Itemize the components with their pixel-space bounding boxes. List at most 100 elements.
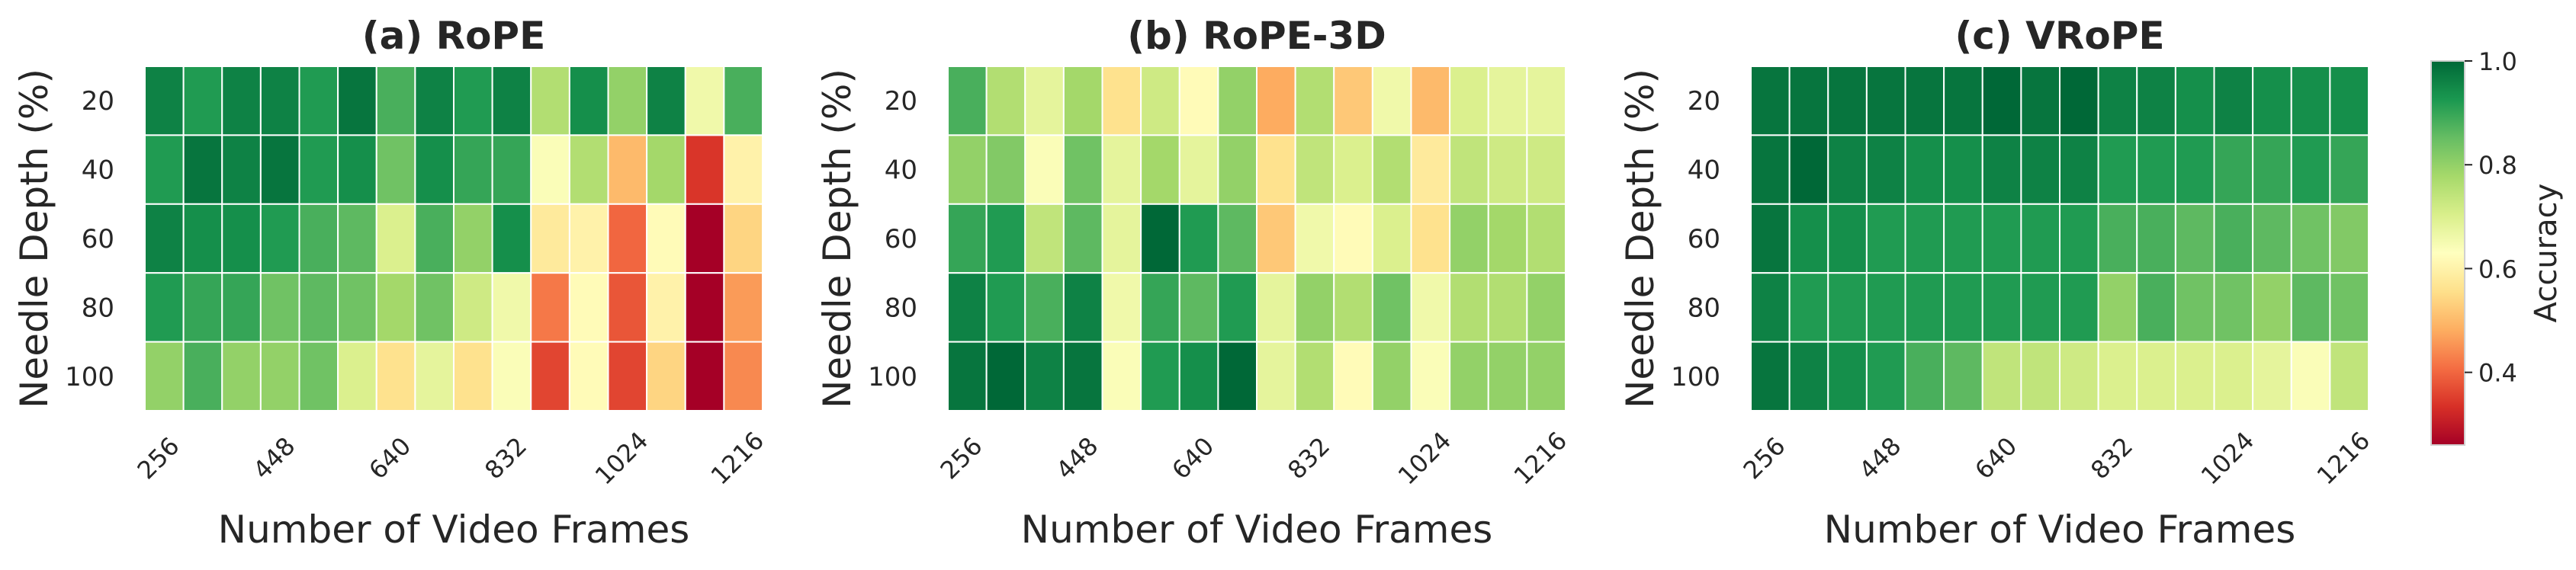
heatmap-cell xyxy=(221,341,262,412)
heatmap-panel-1: (a) RoPE 20 40 60 80 100 256 448 640 832 1024 1216 N… xyxy=(12,14,769,552)
heatmap-cell xyxy=(259,66,300,136)
heatmap-cell xyxy=(1827,272,1868,343)
heatmap-panel-2: (b) RoPE-3D 20 40 60 80 100 256 448 640 832 1024 12… xyxy=(815,14,1572,552)
heatmap-cell xyxy=(1487,203,1528,274)
heatmap-cell xyxy=(2059,66,2099,136)
heatmap-cell xyxy=(530,272,570,343)
heatmap-cell xyxy=(2174,341,2215,412)
y-tick-label: 80 xyxy=(885,293,917,323)
x-tick-label: 640 xyxy=(363,431,416,485)
heatmap-cell xyxy=(2329,203,2370,274)
heatmap-cell xyxy=(1294,66,1335,136)
heatmap-cell xyxy=(2290,66,2331,136)
heatmap-cell xyxy=(1827,134,1868,205)
heatmap-cell xyxy=(607,272,648,343)
heatmap-cell xyxy=(1062,341,1103,412)
heatmap-cell xyxy=(1904,203,1945,274)
heatmap-cell xyxy=(2174,272,2215,343)
heatmap-cell xyxy=(1217,341,1258,412)
heatmap-cell xyxy=(1449,134,1489,205)
heatmap-cell xyxy=(1904,134,1945,205)
y-axis-label: Needle Depth (%) xyxy=(815,69,859,408)
heatmap-cell xyxy=(1294,341,1335,412)
heatmap-cell xyxy=(2020,134,2061,205)
heatmap-cell xyxy=(947,272,988,343)
heatmap-cell xyxy=(1333,341,1373,412)
heatmap-cell xyxy=(1750,66,1791,136)
heatmap-cell xyxy=(491,66,532,136)
heatmap-cell xyxy=(1101,341,1142,412)
heatmap-cell xyxy=(1101,134,1142,205)
heatmap-cell xyxy=(453,203,493,274)
heatmap-cell xyxy=(1449,272,1489,343)
heatmap-cell xyxy=(1410,203,1451,274)
heatmap-cell xyxy=(1827,66,1868,136)
heatmap-cell xyxy=(1178,272,1219,343)
heatmap-cell xyxy=(1904,272,1945,343)
y-tick-label: 60 xyxy=(1688,224,1720,255)
colorbar-tick-label: 0.6 xyxy=(2478,255,2517,283)
heatmap-cell xyxy=(1827,341,1868,412)
heatmap-cell xyxy=(1101,272,1142,343)
heatmap-cell xyxy=(337,341,377,412)
colorbar-tick-label: 1.0 xyxy=(2478,47,2517,76)
heatmap-cell xyxy=(723,341,764,412)
heatmap-cell xyxy=(1024,203,1065,274)
heatmap-cell xyxy=(1788,66,1829,136)
heatmap-cell xyxy=(1865,341,1906,412)
x-axis-label: Number of Video Frames xyxy=(1824,508,2296,552)
heatmap-cell xyxy=(607,66,648,136)
heatmap-cell xyxy=(2252,66,2292,136)
y-tick-label: 80 xyxy=(1688,293,1720,323)
heatmap-cell xyxy=(723,203,764,274)
heatmap-cell xyxy=(1526,66,1567,136)
heatmap-cell xyxy=(646,203,686,274)
x-tick-label: 1216 xyxy=(705,426,769,490)
x-tick-label: 256 xyxy=(132,431,185,485)
heatmap-cell xyxy=(1140,203,1180,274)
heatmap-cell xyxy=(684,66,725,136)
heatmap-cell xyxy=(1333,66,1373,136)
heatmap-cell xyxy=(1943,272,1983,343)
x-tick-label: 640 xyxy=(1969,431,2022,485)
heatmap-cell xyxy=(1865,203,1906,274)
heatmap-cell xyxy=(2329,134,2370,205)
heatmap-cell xyxy=(1062,272,1103,343)
y-tick-label: 40 xyxy=(885,155,917,186)
heatmap-cell xyxy=(2097,341,2138,412)
heatmap-cell xyxy=(1333,203,1373,274)
heatmap-cell xyxy=(182,272,223,343)
heatmap-cell xyxy=(1178,66,1219,136)
heatmap-cell xyxy=(1981,272,2022,343)
heatmap-cell xyxy=(2252,341,2292,412)
heatmap-cell xyxy=(1449,341,1489,412)
heatmap-cell xyxy=(1333,134,1373,205)
heatmap-cell xyxy=(491,203,532,274)
heatmap-cell xyxy=(298,341,339,412)
heatmap-cell xyxy=(2290,134,2331,205)
heatmap-cell xyxy=(375,203,416,274)
heatmap-cell xyxy=(2097,66,2138,136)
heatmap-cell xyxy=(2097,203,2138,274)
y-tick-label: 20 xyxy=(1688,86,1720,117)
heatmap-cell xyxy=(2020,341,2061,412)
heatmap-cell xyxy=(1526,272,1567,343)
heatmap-cell xyxy=(2136,203,2176,274)
x-tick-label: 1024 xyxy=(2195,426,2260,490)
heatmap-cell xyxy=(1256,341,1296,412)
heatmap-cell xyxy=(2136,134,2176,205)
x-tick-label: 832 xyxy=(1282,431,1335,485)
heatmap-cell xyxy=(1788,203,1829,274)
heatmap-cell xyxy=(568,134,609,205)
heatmap-cell xyxy=(221,134,262,205)
heatmap-cell xyxy=(2213,134,2254,205)
heatmap-cell xyxy=(568,272,609,343)
heatmap-cell xyxy=(530,341,570,412)
heatmap-cell xyxy=(1487,272,1528,343)
heatmap-cell xyxy=(2097,272,2138,343)
colorbar-gradient xyxy=(2430,60,2465,446)
heatmap-cell xyxy=(1487,66,1528,136)
heatmap-cell xyxy=(2097,134,2138,205)
heatmap-cell xyxy=(1062,134,1103,205)
heatmap-cell xyxy=(1981,66,2022,136)
